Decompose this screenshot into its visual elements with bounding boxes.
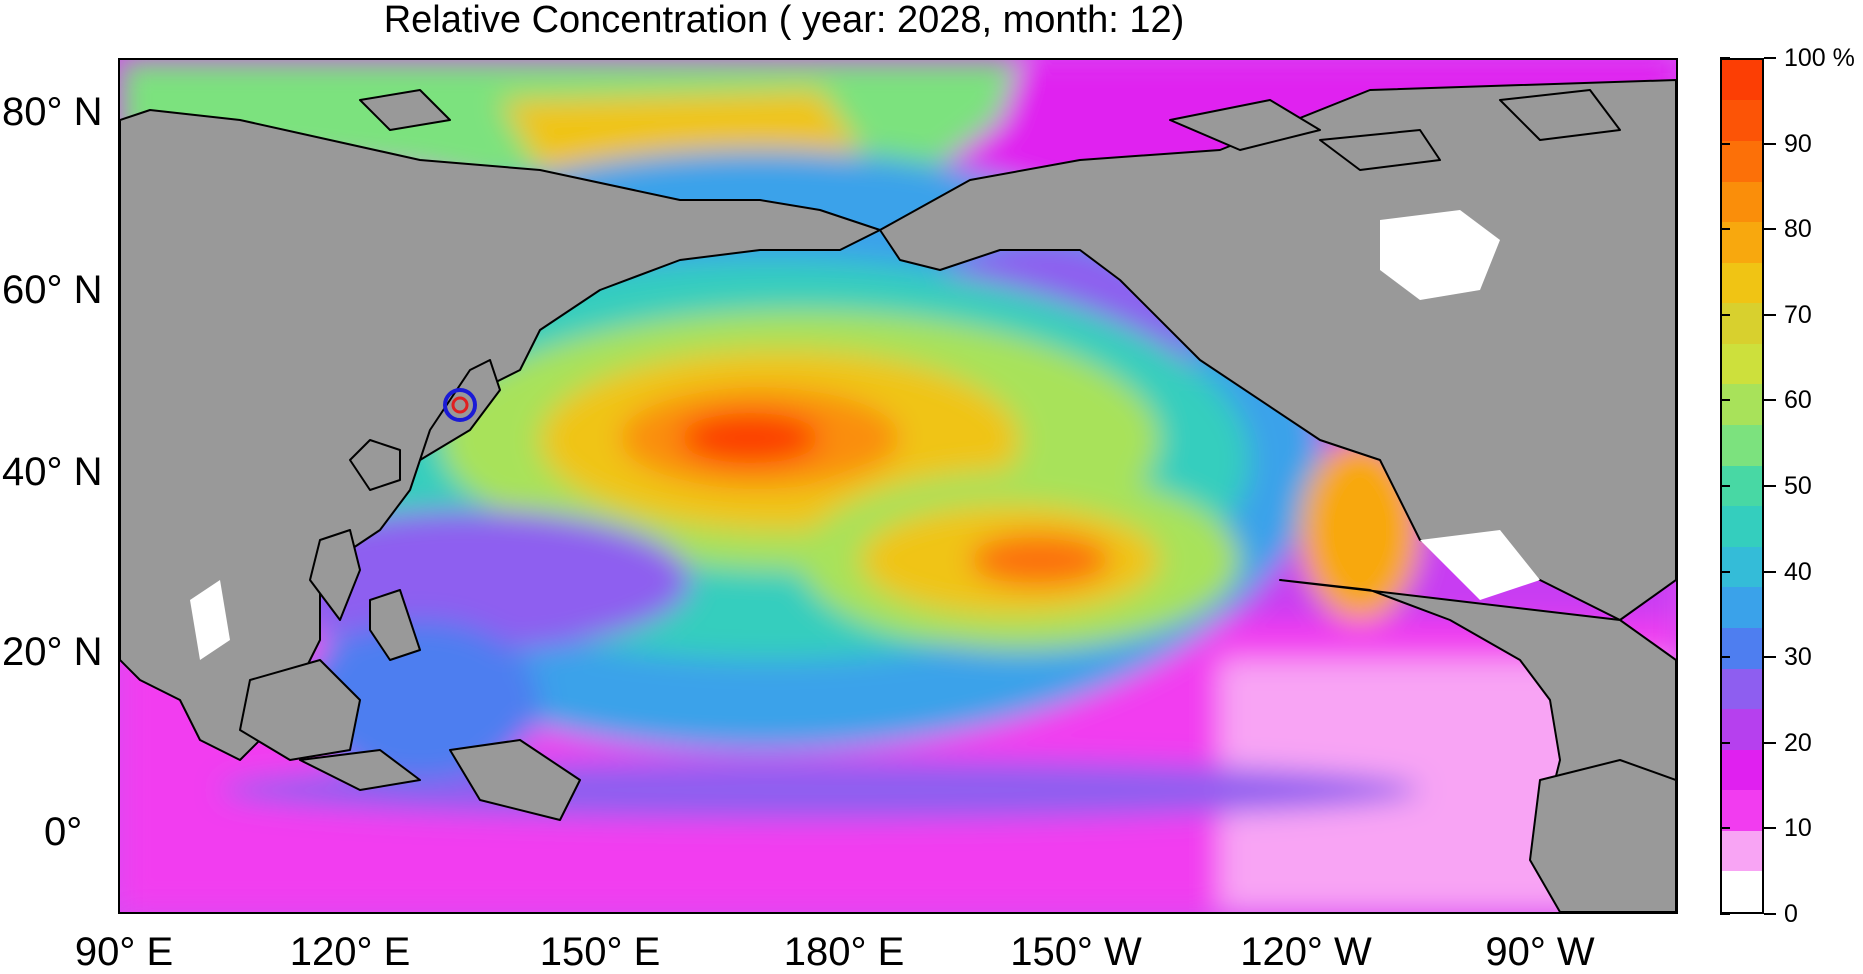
- lat-label-80n: 80° N: [2, 90, 103, 134]
- colorbar-label: 10: [1784, 814, 1812, 843]
- colorbar-segment: [1722, 262, 1762, 304]
- colorbar-label: 100 %: [1784, 44, 1855, 72]
- lat-label-eq: 0°: [44, 810, 83, 854]
- release-site-marker: [443, 388, 477, 422]
- colorbar-segment: [1722, 587, 1762, 628]
- colorbar-segment: [1722, 343, 1762, 385]
- colorbar-segment: [1722, 141, 1762, 182]
- lon-label-150w: 150° W: [1010, 930, 1142, 974]
- map-canvas: [120, 60, 1676, 912]
- colorbar-segment: [1722, 668, 1762, 710]
- landmasses: [120, 79, 1676, 912]
- colorbar-segment: [1722, 425, 1762, 466]
- colorbar-tick: [1764, 142, 1776, 145]
- colorbar-tick: [1720, 827, 1730, 830]
- colorbar-tick: [1720, 570, 1730, 573]
- colorbar-segment: [1722, 871, 1762, 912]
- colorbar-label: 0: [1784, 900, 1798, 928]
- colorbar-segment: [1722, 384, 1762, 426]
- colorbar-tick: [1720, 485, 1730, 487]
- no-data-areas: [190, 210, 1540, 660]
- colorbar-tick: [1720, 228, 1730, 231]
- colorbar-tick: [1764, 485, 1776, 487]
- lon-label-120e: 120° E: [289, 930, 411, 974]
- map-title: Relative Concentration ( year: 2028, mon…: [383, 0, 1185, 41]
- colorbar-segment: [1722, 627, 1762, 669]
- colorbar-tick: [1720, 313, 1730, 316]
- colorbar-label: 60: [1784, 386, 1812, 415]
- colorbar-tick: [1720, 741, 1730, 744]
- lat-label-40n: 40° N: [2, 450, 103, 494]
- colorbar-segment: [1722, 59, 1762, 101]
- lon-label-150e: 150° E: [539, 930, 661, 974]
- colorbar-segment: [1722, 100, 1762, 142]
- colorbar-tick: [1720, 142, 1730, 145]
- colorbar-tick: [1764, 313, 1776, 316]
- colorbar-tick: [1764, 570, 1776, 573]
- lat-label-20n: 20° N: [2, 630, 103, 674]
- colorbar-segment: [1722, 303, 1762, 344]
- colorbar-label: 90: [1784, 129, 1812, 158]
- colorbar-tick: [1764, 741, 1776, 744]
- colorbar: [1720, 58, 1764, 914]
- colorbar-segment: [1722, 506, 1762, 547]
- colorbar-segment: [1722, 181, 1762, 223]
- colorbar-tick: [1764, 57, 1776, 59]
- colorbar-label: 40: [1784, 557, 1812, 586]
- colorbar-tick: [1764, 827, 1776, 830]
- colorbar-segment: [1722, 546, 1762, 588]
- lon-label-90w: 90° W: [1485, 930, 1595, 974]
- colorbar-label: 70: [1784, 300, 1812, 329]
- colorbar-segment: [1722, 830, 1762, 872]
- colorbar-tick: [1720, 399, 1730, 402]
- colorbar-label: 50: [1784, 472, 1812, 500]
- lon-label-90e: 90° E: [74, 930, 174, 974]
- colorbar-tick: [1764, 399, 1776, 402]
- colorbar-segment: [1722, 749, 1762, 791]
- colorbar-label: 30: [1784, 643, 1812, 672]
- colorbar-tick: [1764, 228, 1776, 231]
- colorbar-tick: [1720, 57, 1730, 59]
- colorbar-label: 80: [1784, 215, 1812, 244]
- colorbar-label: 20: [1784, 728, 1812, 757]
- concentration-map: [118, 58, 1678, 914]
- colorbar-tick: [1764, 913, 1776, 915]
- colorbar-segment: [1722, 790, 1762, 831]
- colorbar-tick: [1764, 656, 1776, 659]
- lon-label-180e: 180° E: [783, 930, 905, 974]
- concentration-field: [120, 60, 1676, 912]
- lon-label-120w: 120° W: [1240, 930, 1372, 974]
- colorbar-tick: [1720, 913, 1730, 915]
- colorbar-tick: [1720, 656, 1730, 659]
- lat-label-60n: 60° N: [2, 268, 103, 312]
